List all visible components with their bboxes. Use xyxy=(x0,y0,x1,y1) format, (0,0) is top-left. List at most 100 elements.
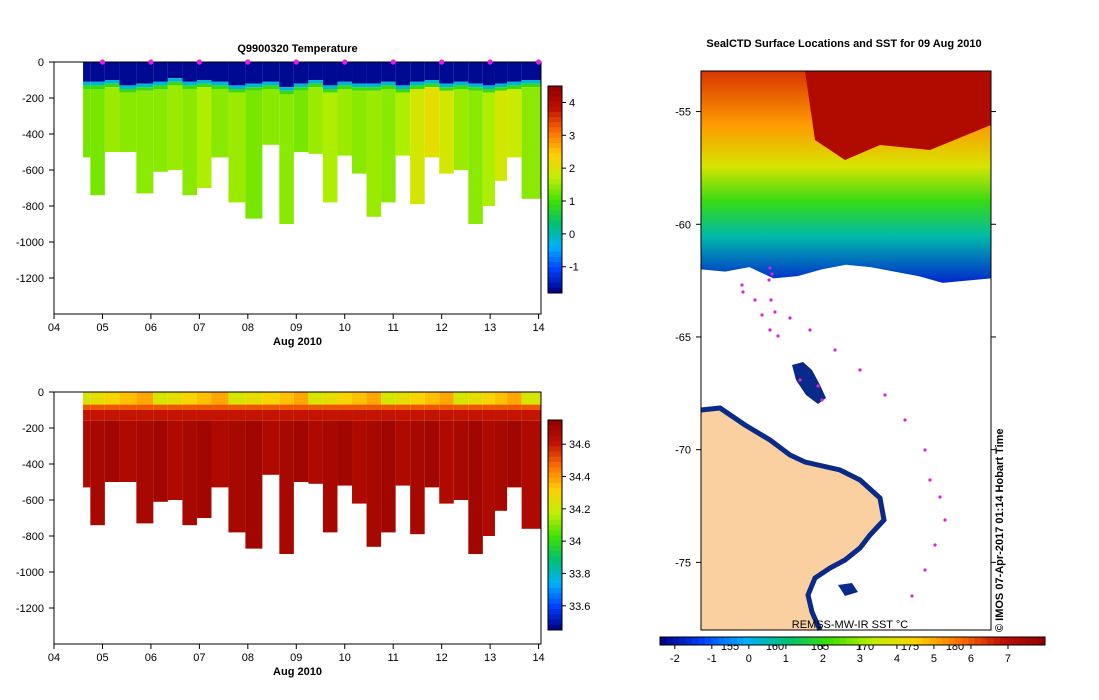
colorbar-segment xyxy=(666,637,674,645)
colorbar-segment xyxy=(801,637,809,645)
colorbar-segment xyxy=(548,210,562,216)
colorbar-segment xyxy=(548,509,562,515)
chart-title: Q9900320 Temperature xyxy=(237,43,357,55)
surface-position-marker xyxy=(390,59,396,65)
x-tick-label: 08 xyxy=(242,322,254,334)
plot-frame xyxy=(53,391,542,645)
thermocline-cell xyxy=(366,87,382,91)
profile-column xyxy=(337,392,353,486)
colorbar-label: REMSS-MW-IR SST °C xyxy=(792,619,908,631)
profile-column xyxy=(352,62,367,174)
surface-layer-cell xyxy=(482,392,495,405)
deep-layer-cell xyxy=(381,420,396,533)
deep-layer-cell xyxy=(337,420,353,486)
colorbar-segment xyxy=(548,477,562,484)
colorbar-segment xyxy=(548,230,562,237)
x-tick-label: 04 xyxy=(48,322,60,334)
thermocline-cell xyxy=(228,85,246,89)
surface-layer-cell xyxy=(83,392,91,405)
colorbar-segment xyxy=(548,462,562,468)
colorbar-segment xyxy=(987,637,995,645)
profile-column xyxy=(119,392,137,482)
colorbar-segment xyxy=(814,637,821,645)
colorbar-segment xyxy=(548,267,562,273)
surface-layer-cell xyxy=(293,392,309,405)
surface-layer-cell xyxy=(424,62,440,80)
deep-layer-cell xyxy=(424,420,440,488)
surface-position-marker xyxy=(196,59,202,65)
deep-layer-cell xyxy=(211,89,229,158)
thermocline-cell xyxy=(337,85,353,89)
thermocline-cell xyxy=(211,81,229,86)
colorbar-segment xyxy=(548,551,562,557)
deep-layer-cell xyxy=(395,92,411,156)
profile-column xyxy=(410,62,425,205)
profile-column xyxy=(211,62,229,158)
colorbar-segment xyxy=(1019,637,1027,645)
halocline-cell xyxy=(228,410,246,421)
seal-position-marker xyxy=(808,328,812,332)
deep-layer-cell xyxy=(352,420,367,504)
halocline-cell xyxy=(245,404,263,410)
deep-layer-cell xyxy=(90,420,105,526)
colorbar-frame xyxy=(547,419,563,631)
surface-layer-cell xyxy=(196,62,212,80)
surface-layer-cell xyxy=(439,392,454,405)
halocline-cell xyxy=(136,404,154,410)
colorbar-segment xyxy=(826,637,834,645)
profile-column xyxy=(136,62,154,194)
profile-column xyxy=(228,62,246,203)
colorbar-segment xyxy=(548,593,562,599)
halocline-cell xyxy=(182,404,197,410)
x-tick-label: 11 xyxy=(387,322,398,334)
surface-layer-cell xyxy=(381,62,396,82)
x-tick-label: 06 xyxy=(145,652,157,664)
salinity-panel: 0 -200 -400 -600 -800 -1000 -1200 04 05 06 07 08 09 1… xyxy=(16,387,591,678)
surface-layer-cell xyxy=(521,62,541,80)
surface-layer-cell xyxy=(308,392,323,405)
x-tick-label: 12 xyxy=(436,322,448,334)
thermocline-cell xyxy=(196,80,212,84)
halocline-cell xyxy=(424,410,440,421)
thermocline-cell xyxy=(308,80,323,84)
deep-layer-cell xyxy=(521,420,541,529)
profile-column xyxy=(245,62,263,219)
deep-layer-cell xyxy=(424,87,440,158)
thermocline-cell xyxy=(395,85,411,89)
seal-position-marker xyxy=(770,272,774,276)
colorbar-segment xyxy=(548,132,562,139)
y-tick-label: -200 xyxy=(22,93,44,105)
halocline-cell xyxy=(136,410,154,421)
surface-layer-cell xyxy=(439,62,454,84)
profile-column xyxy=(196,62,212,188)
thermocline-cell xyxy=(322,85,338,89)
colorbar-segment xyxy=(548,220,562,227)
thermocline-cell xyxy=(439,83,454,88)
colorbar-segment xyxy=(548,540,562,547)
thermocline-cell xyxy=(410,85,425,89)
deep-layer-cell xyxy=(90,89,105,196)
seal-position-marker xyxy=(833,348,837,352)
colorbar-segment xyxy=(548,111,562,118)
x-tick-label: 14 xyxy=(532,652,544,664)
colorbar-segment xyxy=(548,122,562,128)
profile-column xyxy=(262,62,280,145)
thermocline-cell xyxy=(167,78,183,82)
thermocline-cell xyxy=(228,89,246,93)
y-tick-label: -400 xyxy=(22,459,44,471)
seal-position-marker xyxy=(928,478,932,482)
colorbar-segment xyxy=(548,137,562,144)
surface-layer-cell xyxy=(167,392,183,405)
colorbar-segment xyxy=(711,637,719,645)
deep-layer-cell xyxy=(366,420,382,547)
seal-position-marker xyxy=(858,368,862,372)
colorbar-tick-label: 1 xyxy=(783,653,789,665)
x-tick-label: 14 xyxy=(532,322,544,334)
seal-position-marker xyxy=(773,310,777,314)
lat-tick-label: -75 xyxy=(675,557,691,569)
halocline-cell xyxy=(494,404,508,410)
seal-position-marker xyxy=(903,418,907,422)
colorbar-segment xyxy=(737,637,744,645)
deep-layer-cell xyxy=(182,89,197,196)
x-tick-label: 05 xyxy=(96,652,108,664)
